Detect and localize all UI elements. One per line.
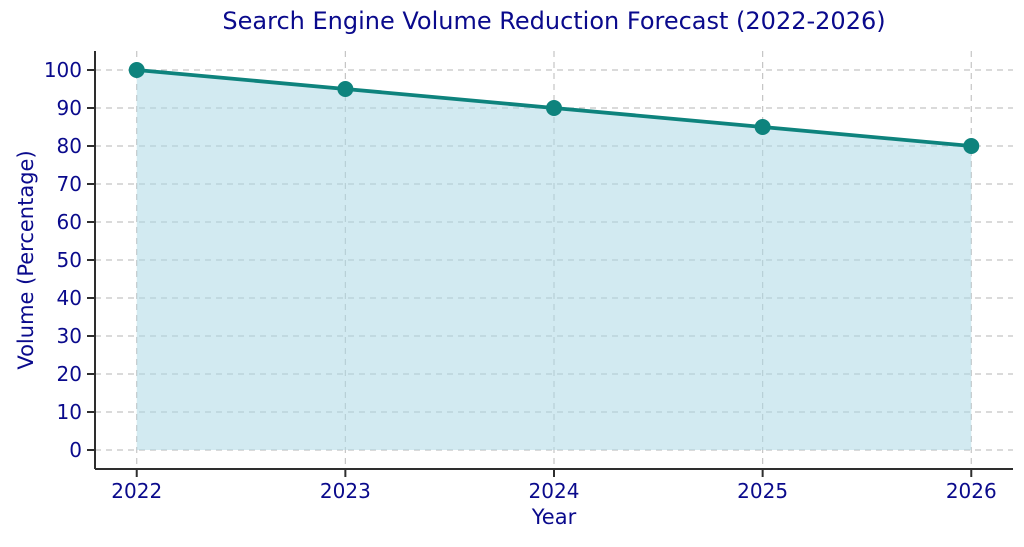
y-tick-label: 40: [57, 286, 82, 310]
y-tick-label: 20: [57, 362, 82, 386]
data-point: [337, 81, 354, 97]
x-tick-label: 2022: [111, 479, 162, 503]
x-tick-label: 2026: [946, 479, 997, 503]
y-tick-label: 50: [57, 248, 82, 272]
data-point: [128, 62, 145, 78]
y-axis-label: Volume (Percentage): [14, 150, 38, 370]
y-tick-label: 100: [44, 58, 82, 82]
y-tick-label: 70: [57, 172, 82, 196]
y-tick-label: 0: [69, 438, 82, 462]
x-tick-label: 2023: [320, 479, 371, 503]
x-tick-label: 2025: [737, 479, 788, 503]
data-point: [546, 100, 562, 116]
area-fill: [136, 70, 972, 450]
y-tick-label: 80: [57, 134, 82, 158]
y-tick-label: 10: [57, 400, 82, 424]
chart-title: Search Engine Volume Reduction Forecast …: [222, 7, 886, 35]
x-tick-label: 2024: [529, 479, 580, 503]
y-tick-label: 60: [57, 210, 82, 234]
x-axis-label: Year: [531, 505, 577, 529]
data-point: [754, 119, 771, 135]
y-tick-label: 30: [57, 324, 82, 348]
data-point: [963, 138, 980, 154]
y-tick-label: 90: [57, 96, 82, 120]
